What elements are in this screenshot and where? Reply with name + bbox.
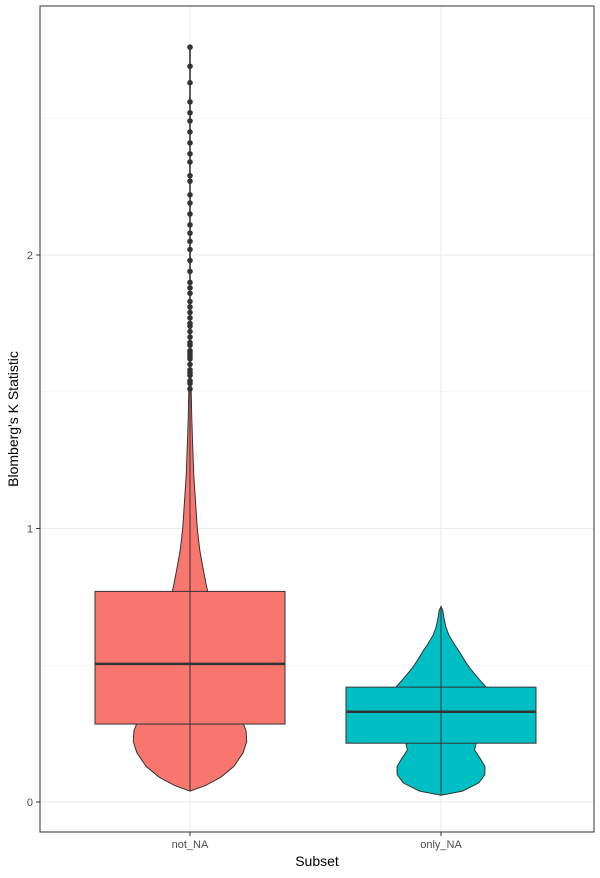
- y-tick-label: 1: [27, 524, 33, 536]
- outlier-point: [187, 63, 193, 70]
- outlier-point: [187, 309, 193, 316]
- axes: 0 1 2 not_NA only_NA: [27, 250, 463, 851]
- outlier-point: [187, 118, 193, 124]
- outlier-point: [187, 257, 193, 264]
- outlier-point: [187, 211, 193, 217]
- outlier-point: [187, 140, 193, 146]
- outlier-point: [187, 386, 193, 392]
- outlier-point: [187, 44, 193, 50]
- outlier-point: [187, 246, 193, 253]
- x-tick-label: not_NA: [172, 839, 209, 851]
- outlier-point: [187, 178, 193, 184]
- x-axis-title: Subset: [295, 853, 339, 869]
- outlier-point: [187, 315, 193, 321]
- outlier-point: [187, 192, 193, 198]
- outlier-point: [187, 172, 193, 179]
- outlier-point: [187, 222, 193, 228]
- outlier-point: [187, 339, 193, 346]
- outlier-point: [187, 230, 193, 236]
- outlier-point: [187, 328, 193, 335]
- outlier-point: [187, 79, 193, 86]
- outlier-point: [187, 279, 193, 286]
- outlier-point: [187, 99, 193, 105]
- outlier-point: [187, 200, 193, 206]
- y-tick-label: 0: [27, 797, 33, 809]
- outlier-point: [187, 298, 193, 305]
- outlier-point: [187, 285, 193, 291]
- outlier-point: [187, 367, 193, 373]
- outlier-point: [187, 378, 193, 384]
- outlier-point: [187, 159, 193, 165]
- outlier-point: [187, 347, 193, 354]
- x-tick-label: only_NA: [420, 839, 462, 851]
- outlier-point: [187, 361, 193, 368]
- y-axis-title: Blomberg's K Statistic: [5, 351, 21, 487]
- y-tick-label: 2: [27, 250, 33, 262]
- outlier-point: [187, 320, 193, 327]
- outlier-point: [187, 129, 193, 135]
- chart-marks: [94, 44, 537, 796]
- panel-border: [39, 5, 595, 833]
- outlier-point: [187, 290, 193, 297]
- outlier-point: [187, 304, 193, 310]
- outlier-point: [187, 334, 193, 340]
- outlier-point: [187, 109, 193, 116]
- outlier-point: [187, 268, 193, 275]
- outlier-point: [187, 151, 193, 157]
- outlier-point: [187, 238, 193, 245]
